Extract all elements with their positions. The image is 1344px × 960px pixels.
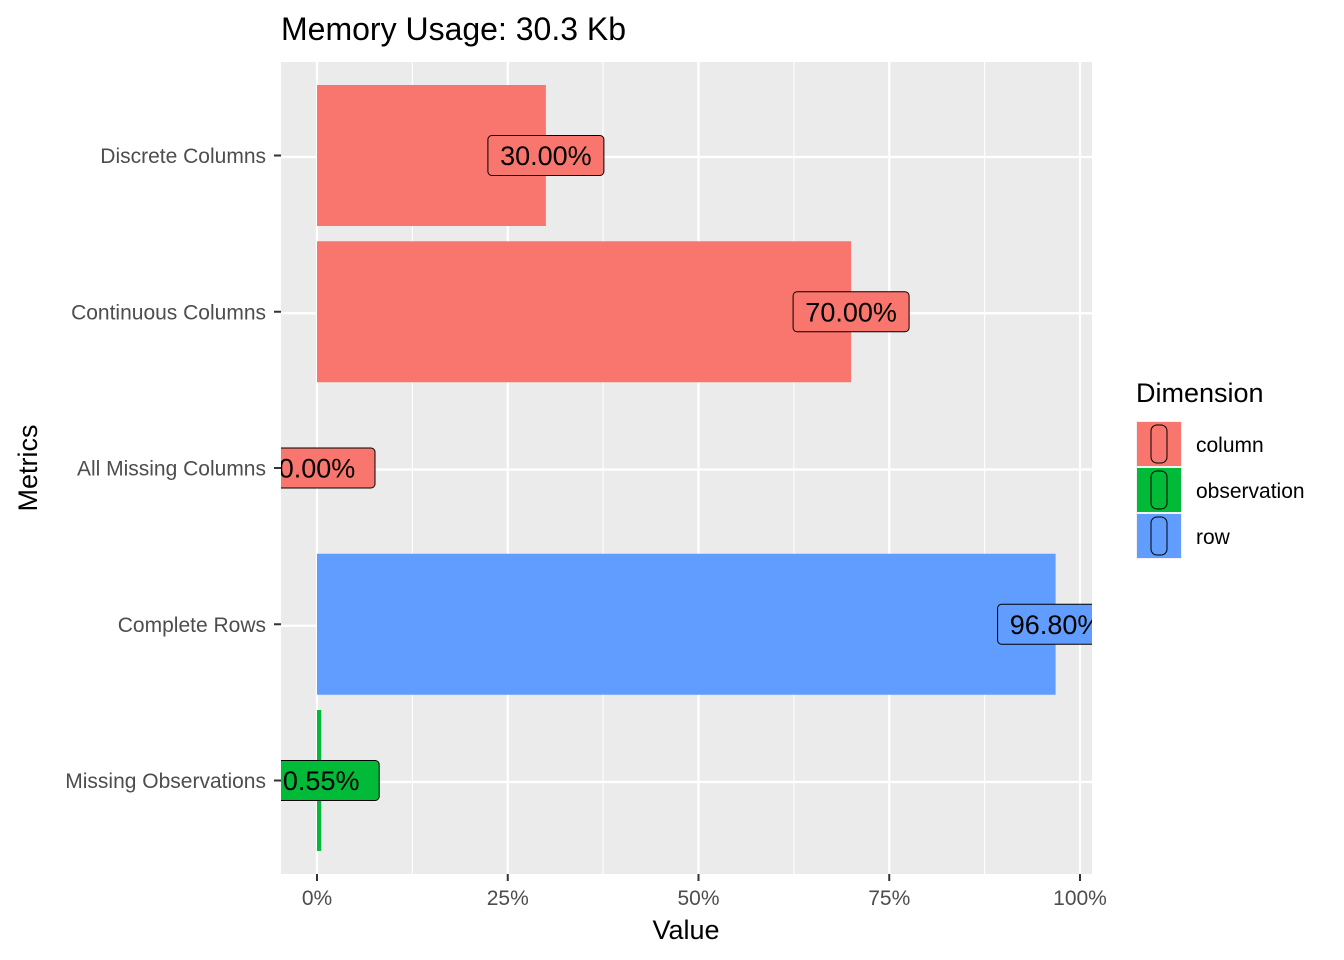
legend-key-glyph xyxy=(1150,516,1168,556)
data-label-box xyxy=(281,760,380,801)
bars-layer xyxy=(317,85,1056,851)
data-label-box xyxy=(281,447,376,489)
legend-label: observation xyxy=(1196,480,1305,503)
legend-entry: observation xyxy=(1136,467,1305,513)
data-label-box xyxy=(792,291,910,333)
bar xyxy=(317,241,852,383)
x-tick-label: 25% xyxy=(487,887,529,910)
x-tick-label: 0% xyxy=(302,887,332,910)
legend-key-glyph xyxy=(1150,470,1168,510)
legend-entry: row xyxy=(1136,513,1231,559)
x-axis-title: Value xyxy=(652,915,719,945)
legend-label: column xyxy=(1196,434,1264,457)
data-label-group: 30.00% xyxy=(487,135,605,176)
legend-title: Dimension xyxy=(1136,378,1264,408)
chart-title: Memory Usage: 30.3 Kb xyxy=(281,11,626,47)
x-axis: 0% 25% 50% 75% 100% xyxy=(302,874,1107,910)
data-labels-layer: 30.00% 70.00% 0.00% 96.80% 0.55% xyxy=(279,135,1102,801)
y-tick-label: All Missing Columns xyxy=(77,458,266,481)
y-tick-label: Missing Observations xyxy=(65,770,266,793)
y-tick-label: Continuous Columns xyxy=(71,301,266,324)
y-axis: Discrete Columns Continuous Columns All Mi… xyxy=(65,145,281,793)
y-axis-title: Metrics xyxy=(13,425,43,512)
data-label: 0.00% xyxy=(279,454,356,484)
x-tick-label: 50% xyxy=(677,887,719,910)
legend-label: row xyxy=(1196,526,1231,549)
data-label-group: 96.80% xyxy=(997,603,1102,645)
legend-key-glyph xyxy=(1150,424,1168,464)
data-label-group: 70.00% xyxy=(792,291,910,333)
legend: Dimension column observation row xyxy=(1136,378,1305,559)
data-label: 0.55% xyxy=(283,766,360,796)
x-tick-label: 75% xyxy=(868,887,910,910)
data-label-box xyxy=(997,603,1092,645)
data-label: 96.80% xyxy=(1010,610,1102,640)
data-label: 70.00% xyxy=(805,297,897,327)
data-label-group: 0.55% xyxy=(281,760,380,801)
y-tick-label: Complete Rows xyxy=(118,614,266,637)
y-tick-label: Discrete Columns xyxy=(100,145,266,168)
x-tick-label: 100% xyxy=(1053,887,1107,910)
data-label: 30.00% xyxy=(500,141,592,171)
data-label-box xyxy=(487,135,605,176)
data-label-group: 0.00% xyxy=(279,447,376,489)
bar xyxy=(317,553,1056,695)
legend-entry: column xyxy=(1136,421,1264,467)
